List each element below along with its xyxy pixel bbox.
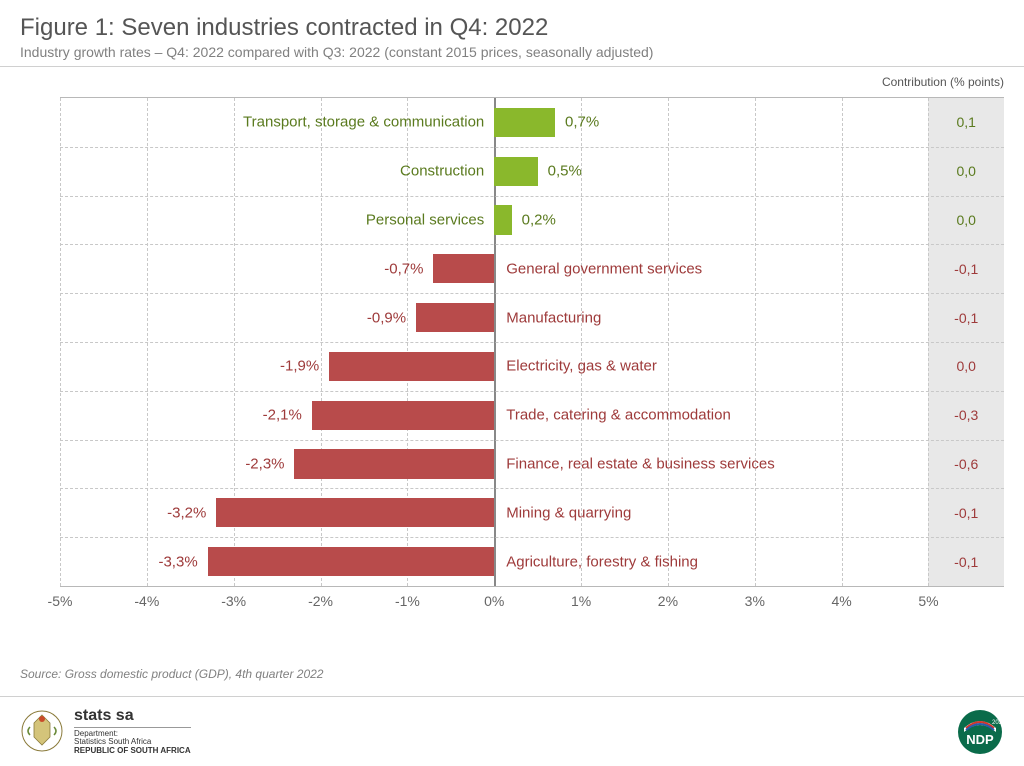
org-block: stats sa Department: Statistics South Af… — [74, 707, 191, 756]
bar-row: Electricity, gas & water -1,9% 0,0 — [60, 342, 1004, 391]
contribution-value: -0,1 — [928, 505, 1004, 521]
bar — [294, 449, 494, 478]
source-text: Source: Gross domestic product (GDP), 4t… — [20, 667, 323, 681]
bar — [208, 547, 495, 576]
bar-category-label: Construction — [400, 163, 494, 180]
bar-value-label: -2,1% — [263, 407, 312, 424]
bar-value-label: -0,7% — [384, 260, 433, 277]
x-tick: 2% — [658, 593, 678, 609]
bar-value-label: -2,3% — [245, 455, 294, 472]
ndp-logo-icon: NDP 2030 — [956, 708, 1004, 756]
bar-category-label: Electricity, gas & water — [494, 358, 657, 375]
svg-text:2030: 2030 — [992, 720, 1004, 726]
contribution-value: 0,1 — [928, 114, 1004, 130]
bar-category-label: Trade, catering & accommodation — [494, 407, 731, 424]
x-tick: -2% — [308, 593, 333, 609]
bar-category-label: Manufacturing — [494, 309, 601, 326]
x-tick: 3% — [745, 593, 765, 609]
bar-category-label: Finance, real estate & business services — [494, 455, 774, 472]
contribution-value: -0,3 — [928, 407, 1004, 423]
coat-of-arms-icon — [20, 709, 64, 753]
org-name: stats sa — [74, 707, 191, 725]
x-tick: 5% — [918, 593, 938, 609]
bar-value-label: -0,9% — [367, 309, 416, 326]
bar-category-label: Transport, storage & communication — [243, 114, 494, 131]
bar — [216, 498, 494, 527]
bar — [329, 352, 494, 381]
footer-left: stats sa Department: Statistics South Af… — [20, 707, 191, 756]
contribution-value: -0,6 — [928, 456, 1004, 472]
bar-value-label: -3,3% — [158, 553, 207, 570]
bar — [494, 108, 555, 137]
bar-row: Personal services 0,2% 0,0 — [60, 196, 1004, 245]
contribution-value: 0,0 — [928, 358, 1004, 374]
bar-value-label: 0,2% — [512, 211, 556, 228]
bar-value-label: -3,2% — [167, 504, 216, 521]
bar-row: Finance, real estate & business services… — [60, 440, 1004, 489]
bar-row: Transport, storage & communication 0,7% 0,… — [60, 98, 1004, 147]
bar — [312, 401, 494, 430]
x-tick: 4% — [832, 593, 852, 609]
contribution-value: -0,1 — [928, 554, 1004, 570]
bar-row: Mining & quarrying -3,2% -0,1 — [60, 488, 1004, 537]
contribution-value: 0,0 — [928, 163, 1004, 179]
bar-row: Agriculture, forestry & fishing -3,3% -0,1 — [60, 537, 1004, 586]
contribution-header: Contribution (% points) — [882, 75, 1004, 89]
bar — [494, 205, 511, 234]
chart-header: Figure 1: Seven industries contracted in… — [0, 0, 1024, 67]
footer: stats sa Department: Statistics South Af… — [0, 696, 1024, 766]
contribution-value: -0,1 — [928, 261, 1004, 277]
bar-category-label: Personal services — [366, 211, 494, 228]
x-tick: -1% — [395, 593, 420, 609]
chart-title: Figure 1: Seven industries contracted in… — [20, 14, 1004, 42]
bar-row: Manufacturing -0,9% -0,1 — [60, 293, 1004, 342]
bar-row: General government services -0,7% -0,1 — [60, 244, 1004, 293]
org-dept: Department: — [74, 729, 118, 738]
bar-row: Construction 0,5% 0,0 — [60, 147, 1004, 196]
bar-value-label: 0,7% — [555, 114, 599, 131]
bar-value-label: -1,9% — [280, 358, 329, 375]
bar — [416, 303, 494, 332]
contribution-value: -0,1 — [928, 310, 1004, 326]
bar-value-label: 0,5% — [538, 163, 582, 180]
contribution-value: 0,0 — [928, 212, 1004, 228]
bar-category-label: General government services — [494, 260, 702, 277]
bar — [494, 157, 537, 186]
x-tick: 1% — [571, 593, 591, 609]
x-tick: 0% — [484, 593, 504, 609]
org-line2: Statistics South Africa — [74, 737, 151, 746]
x-tick: -5% — [48, 593, 73, 609]
x-tick: -4% — [134, 593, 159, 609]
x-axis: -5%-4%-3%-2%-1%0%1%2%3%4%5% — [60, 587, 1004, 627]
org-sub: Department: Statistics South Africa REPU… — [74, 727, 191, 756]
svg-text:NDP: NDP — [966, 732, 994, 747]
plot-region: Transport, storage & communication 0,7% 0,… — [60, 97, 1004, 587]
chart-area: Contribution (% points) Transport, stora… — [60, 87, 1004, 627]
bar-category-label: Agriculture, forestry & fishing — [494, 553, 698, 570]
bar-row: Trade, catering & accommodation -2,1% -0,3 — [60, 391, 1004, 440]
x-tick: -3% — [221, 593, 246, 609]
chart-subtitle: Industry growth rates – Q4: 2022 compare… — [20, 44, 1004, 60]
bar-category-label: Mining & quarrying — [494, 504, 631, 521]
bar — [433, 254, 494, 283]
org-line3: REPUBLIC OF SOUTH AFRICA — [74, 746, 191, 755]
